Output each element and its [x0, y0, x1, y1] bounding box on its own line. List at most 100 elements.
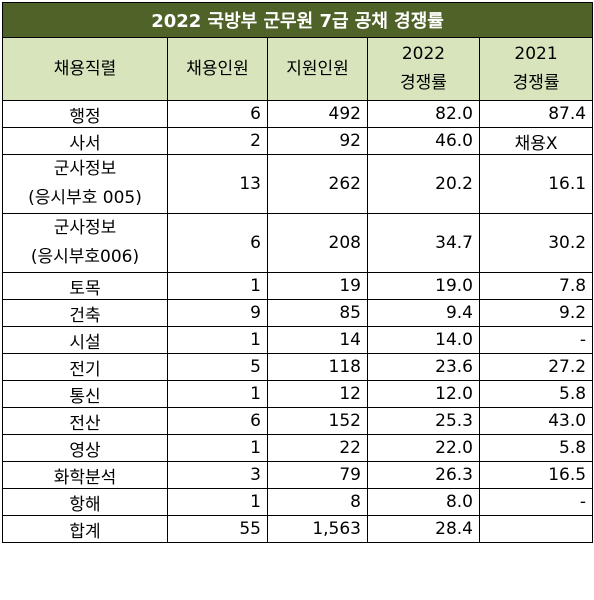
total-rate-2021: [478, 515, 594, 543]
cell-rate-2022: 23.6: [367, 353, 480, 381]
header-hires: 채용인원: [167, 37, 268, 101]
cell-rate-2021: 5.8: [478, 434, 594, 462]
cell-rate-2021: 7.8: [478, 272, 594, 300]
cell-hires: 5: [167, 353, 268, 381]
table-row: 시설 1 14 14.0 -: [2, 326, 594, 354]
header-rate-2021-label: 경쟁률: [512, 73, 560, 93]
cell-applicants: 85: [267, 299, 368, 327]
cell-job: 영상: [2, 434, 168, 462]
cell-rate-2022: 19.0: [367, 272, 480, 300]
table-title: 2022 국방부 군무원 7급 공채 경쟁률: [1, 2, 594, 38]
cell-job: 항해: [2, 488, 168, 516]
table-row: 영상 1 22 22.0 5.8: [2, 434, 594, 462]
cell-hires: 1: [167, 434, 268, 462]
cell-job: 건축: [2, 299, 168, 327]
cell-applicants: 118: [267, 353, 368, 381]
table-row: 건축 9 85 9.4 9.2: [2, 299, 594, 327]
cell-rate-2021: 16.1: [478, 154, 594, 214]
cell-rate-2022: 14.0: [367, 326, 480, 354]
cell-job: 화학분석: [2, 461, 168, 489]
cell-rate-2022: 8.0: [367, 488, 480, 516]
cell-rate-2021: 채용X: [478, 127, 594, 155]
cell-rate-2022: 25.3: [367, 407, 480, 435]
cell-applicants: 22: [267, 434, 368, 462]
cell-hires: 6: [167, 100, 268, 128]
cell-rate-2021: -: [478, 488, 594, 516]
cell-hires: 2: [167, 127, 268, 155]
competition-table-container: 2022 국방부 군무원 7급 공채 경쟁률 채용직렬 채용인원 지원인원 20…: [1, 2, 594, 543]
cell-hires: 3: [167, 461, 268, 489]
table-row: 통신 1 12 12.0 5.8: [2, 380, 594, 408]
cell-rate-2021: 9.2: [478, 299, 594, 327]
cell-hires: 1: [167, 380, 268, 408]
total-hires: 55: [167, 515, 268, 543]
cell-rate-2021: 87.4: [478, 100, 594, 128]
table-row: 화학분석 3 79 26.3 16.5: [2, 461, 594, 489]
table-row: 항해 1 8 8.0 -: [2, 488, 594, 516]
header-rate-2021-year: 2021: [514, 44, 558, 64]
total-row: 합계 55 1,563 28.4: [2, 515, 594, 543]
cell-rate-2022: 26.3: [367, 461, 480, 489]
cell-applicants: 208: [267, 213, 368, 273]
cell-applicants: 492: [267, 100, 368, 128]
table-row: 행정 6 492 82.0 87.4: [2, 100, 594, 128]
cell-job: 사서: [2, 127, 168, 155]
cell-rate-2021: 5.8: [478, 380, 594, 408]
total-applicants: 1,563: [267, 515, 368, 543]
table-row: 사서 2 92 46.0 채용X: [2, 127, 594, 155]
cell-job: 전산: [2, 407, 168, 435]
table-row: 토목 1 19 19.0 7.8: [2, 272, 594, 300]
cell-rate-2022: 22.0: [367, 434, 480, 462]
cell-applicants: 14: [267, 326, 368, 354]
cell-hires: 1: [167, 488, 268, 516]
header-rate-2022-year: 2022: [401, 44, 446, 64]
cell-job: 행정: [2, 100, 168, 128]
competition-rate-table: 2022 국방부 군무원 7급 공채 경쟁률 채용직렬 채용인원 지원인원 20…: [1, 2, 594, 543]
table-row: 전산 6 152 25.3 43.0: [2, 407, 594, 435]
table-row: 전기 5 118 23.6 27.2: [2, 353, 594, 381]
header-rate-2022: 2022 경쟁률: [367, 37, 480, 101]
cell-rate-2021: -: [478, 326, 594, 354]
cell-job-line1: 군사정보: [53, 218, 117, 238]
cell-rate-2022: 12.0: [367, 380, 480, 408]
header-rate-2021: 2021 경쟁률: [478, 37, 594, 101]
cell-hires: 9: [167, 299, 268, 327]
cell-rate-2021: 16.5: [478, 461, 594, 489]
cell-job-line2: (응시부호 005): [28, 188, 142, 208]
cell-hires: 1: [167, 272, 268, 300]
cell-applicants: 92: [267, 127, 368, 155]
cell-rate-2022: 34.7: [367, 213, 480, 273]
cell-rate-2022: 46.0: [367, 127, 480, 155]
cell-job: 군사정보 (응시부호006): [2, 213, 168, 273]
cell-applicants: 12: [267, 380, 368, 408]
cell-applicants: 79: [267, 461, 368, 489]
cell-applicants: 152: [267, 407, 368, 435]
cell-job: 전기: [2, 353, 168, 381]
cell-hires: 6: [167, 407, 268, 435]
cell-hires: 6: [167, 213, 268, 273]
cell-rate-2022: 20.2: [367, 154, 480, 214]
total-rate-2022: 28.4: [367, 515, 480, 543]
header-applicants: 지원인원: [267, 37, 368, 101]
cell-job: 군사정보 (응시부호 005): [2, 154, 168, 214]
cell-job-line2: (응시부호006): [30, 247, 140, 267]
cell-job: 시설: [2, 326, 168, 354]
table-row: 군사정보 (응시부호 005) 13 262 20.2 16.1: [2, 154, 594, 214]
cell-rate-2022: 82.0: [367, 100, 480, 128]
cell-job: 통신: [2, 380, 168, 408]
cell-rate-2021: 43.0: [478, 407, 594, 435]
cell-rate-2021: 30.2: [478, 213, 594, 273]
cell-rate-2021: 27.2: [478, 353, 594, 381]
table-row: 군사정보 (응시부호006) 6 208 34.7 30.2: [2, 213, 594, 273]
cell-job-line1: 군사정보: [53, 159, 117, 179]
cell-hires: 13: [167, 154, 268, 214]
cell-rate-2022: 9.4: [367, 299, 480, 327]
cell-job: 토목: [2, 272, 168, 300]
total-label: 합계: [2, 515, 168, 543]
cell-applicants: 262: [267, 154, 368, 214]
cell-applicants: 19: [267, 272, 368, 300]
cell-hires: 1: [167, 326, 268, 354]
header-rate-2022-label: 경쟁률: [400, 73, 447, 93]
cell-applicants: 8: [267, 488, 368, 516]
header-job: 채용직렬: [2, 37, 168, 101]
